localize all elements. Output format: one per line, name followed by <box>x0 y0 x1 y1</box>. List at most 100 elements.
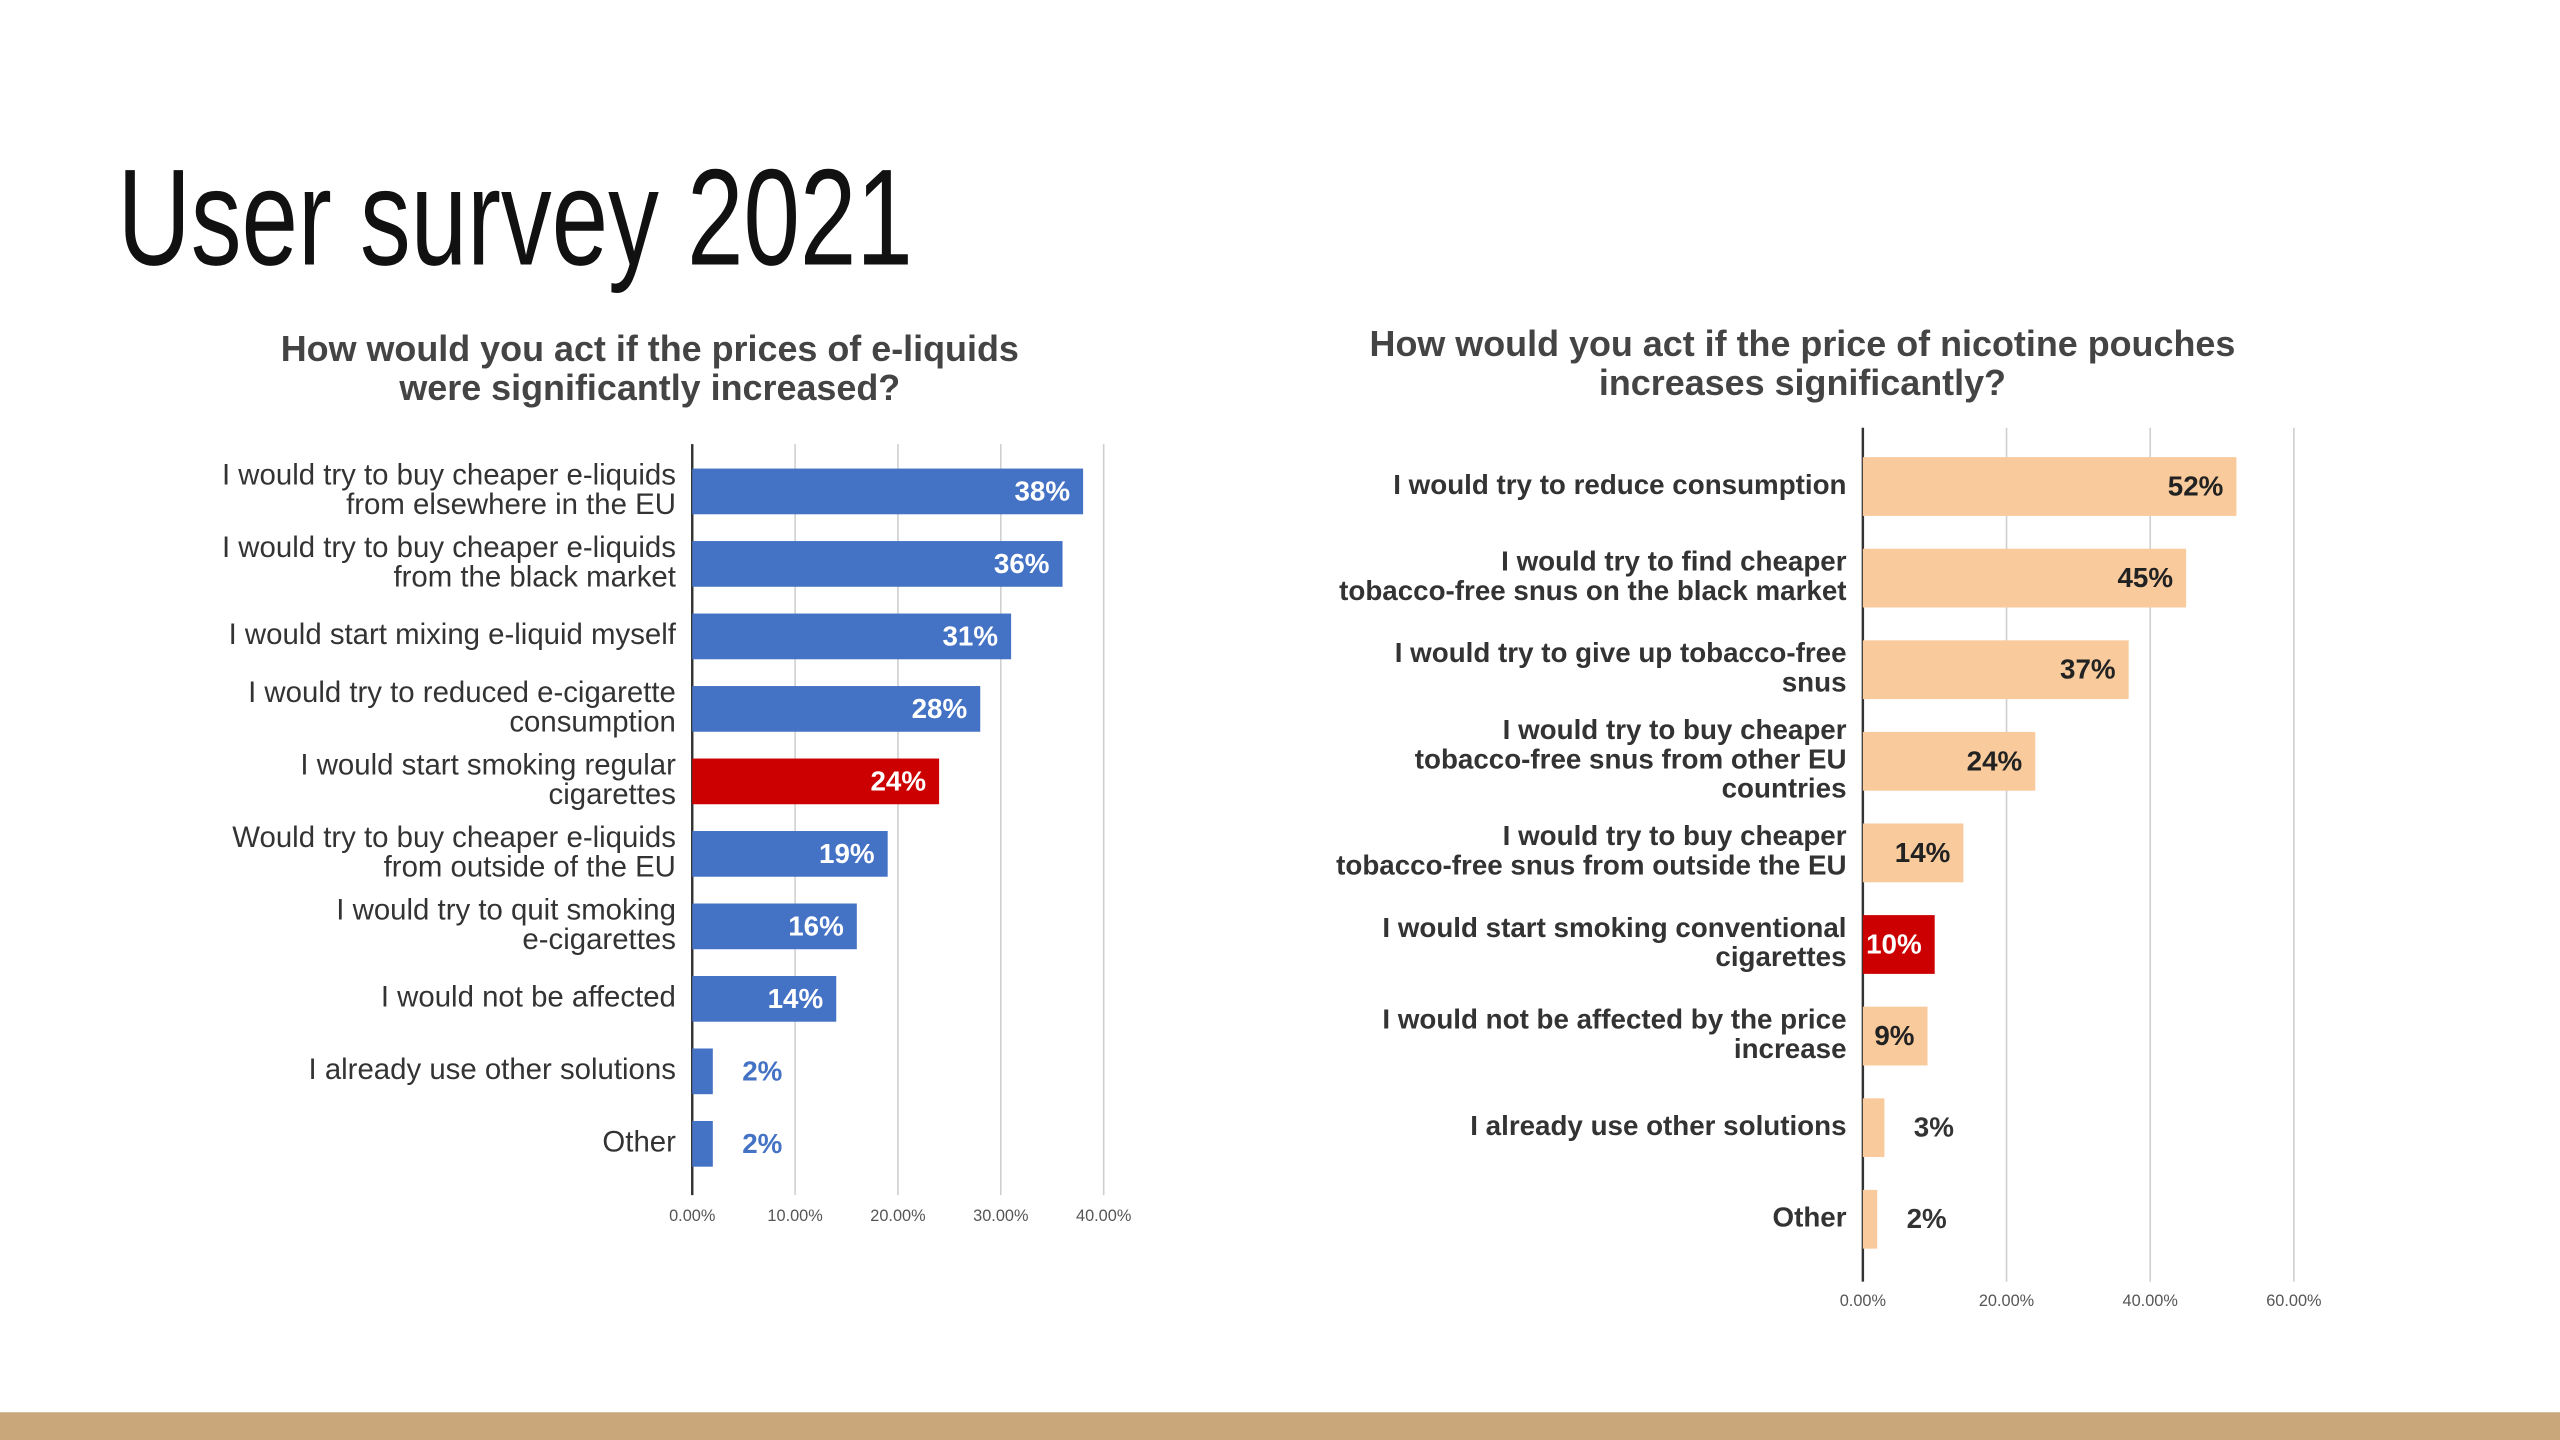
category-label: I would start mixing e-liquid myself <box>229 618 677 651</box>
category-label: I would try to give up tobacco-free snus <box>1395 637 1847 697</box>
chart-title: How would you act if the prices of e-liq… <box>281 328 1019 408</box>
value-label: 2% <box>742 1055 782 1086</box>
text-line: I would start smoking conventional <box>1382 912 1846 943</box>
category-label: I would try to buy cheaper e-liquids from… <box>222 531 676 593</box>
category-label: I would not be affected <box>381 981 676 1014</box>
text-line: from elsewhere in the EU <box>346 488 676 521</box>
value-label: 14% <box>1895 837 1951 868</box>
bar <box>1862 1006 1928 1066</box>
chart-title: How would you act if the price of nicoti… <box>1370 323 2236 403</box>
value-label: 2% <box>1907 1203 1947 1234</box>
text-line: I would not be affected by the price <box>1382 1004 1846 1035</box>
bar <box>1862 1189 1878 1249</box>
bar <box>692 976 837 1022</box>
bar <box>692 758 940 805</box>
text-line: were significantly increased? <box>398 367 900 408</box>
text-line: snus <box>1782 667 1847 698</box>
text-line: I would try to quit smoking <box>336 893 676 926</box>
bar <box>1862 731 2036 791</box>
bar <box>692 686 981 732</box>
category-label: I would try to reduced e-cigarette consum… <box>248 676 676 738</box>
category-label: I already use other solutions <box>1470 1110 1846 1141</box>
x-tick-label: 40.00% <box>1076 1207 1131 1225</box>
value-label: 19% <box>819 838 875 869</box>
text-line: consumption <box>509 705 676 738</box>
text-line: tobacco-free snus on the black market <box>1339 575 1846 606</box>
text-line: cigarettes <box>549 778 676 811</box>
text-line: I would try to buy cheaper e-liquids <box>222 459 676 492</box>
category-label: I would try to buy cheaper tobacco-free s… <box>1336 821 1847 881</box>
text-line: I would start smoking regular <box>300 748 676 781</box>
text-line: tobacco-free snus from outside the EU <box>1336 850 1846 881</box>
category-label: Other <box>602 1126 676 1159</box>
bar <box>692 541 1063 587</box>
value-label: 3% <box>1914 1112 1954 1143</box>
value-label: 16% <box>788 910 844 941</box>
x-tick-label: 40.00% <box>2123 1292 2178 1310</box>
text-line: I would try to give up tobacco-free <box>1395 637 1847 668</box>
category-label: I would start smoking conventional cigare… <box>1382 912 1846 972</box>
x-tick-label: 30.00% <box>973 1207 1028 1225</box>
bar <box>1862 640 2129 700</box>
text-line: increase <box>1734 1033 1847 1064</box>
text-line: from outside of the EU <box>384 850 676 883</box>
category-label: Other <box>1773 1202 1847 1233</box>
text-line: Would try to buy cheaper e-liquids <box>232 821 676 854</box>
value-label: 9% <box>1874 1020 1914 1051</box>
slide-title: User survey 2021 <box>118 141 913 294</box>
text-line: I would try to find cheaper <box>1501 546 1847 577</box>
text-line: countries <box>1722 773 1847 804</box>
bar <box>692 831 888 877</box>
category-label: I would try to find cheaper tobacco-free … <box>1339 546 1847 606</box>
bar <box>1862 915 1935 974</box>
value-label: 24% <box>870 765 926 796</box>
text-line: from the black market <box>393 560 675 593</box>
bar <box>1862 548 2187 608</box>
category-label: I already use other solutions <box>309 1053 676 1086</box>
bar <box>1862 823 1964 883</box>
text-line: increases significantly? <box>1599 362 2006 403</box>
footer-band <box>0 1412 2560 1440</box>
text-line: I would try to reduced e-cigarette <box>248 676 676 709</box>
value-label: 24% <box>1967 745 2023 776</box>
bar <box>692 903 857 950</box>
value-label: 52% <box>2168 470 2224 501</box>
value-label: 31% <box>942 620 998 651</box>
x-tick-label: 20.00% <box>1979 1292 2034 1310</box>
text-line: I would try to buy cheaper <box>1503 821 1847 852</box>
bar <box>692 613 1012 660</box>
category-label: I would try to buy cheaper e-liquids from… <box>222 459 676 521</box>
text-line: I would try to buy cheaper <box>1503 714 1847 745</box>
text-line: How would you act if the price of nicoti… <box>1370 323 2236 364</box>
text-line: I would try to buy cheaper e-liquids <box>222 531 676 564</box>
bar <box>692 1120 713 1167</box>
category-label: I would start smoking regular cigarettes <box>300 748 676 810</box>
text-line: e-cigarettes <box>522 923 675 956</box>
value-label: 37% <box>2060 654 2116 685</box>
text-line: How would you act if the prices of e-liq… <box>281 328 1019 369</box>
value-label: 2% <box>742 1128 782 1159</box>
bar <box>692 468 1084 515</box>
category-label: I would try to quit smoking e-cigarettes <box>336 893 676 955</box>
text-line: cigarettes <box>1715 942 1846 973</box>
text-line: tobacco-free snus from other EU <box>1415 744 1847 775</box>
category-label: I would try to buy cheaper tobacco-free s… <box>1415 714 1847 804</box>
bar <box>1862 1098 1885 1158</box>
value-label: 10% <box>1866 928 1922 959</box>
category-label: I would try to reduce consumption <box>1393 469 1846 500</box>
value-label: 38% <box>1014 475 1070 506</box>
x-tick-label: 20.00% <box>870 1207 925 1225</box>
bar <box>1862 457 2237 516</box>
category-label: Would try to buy cheaper e-liquids from o… <box>232 821 676 883</box>
x-tick-label: 0.00% <box>669 1207 715 1225</box>
bar <box>692 1048 713 1095</box>
value-label: 45% <box>2118 562 2174 593</box>
value-label: 36% <box>994 548 1050 579</box>
value-label: 14% <box>768 983 824 1014</box>
category-label: I would not be affected by the price incr… <box>1382 1004 1846 1064</box>
value-label: 28% <box>912 693 968 724</box>
x-tick-label: 60.00% <box>2266 1292 2321 1310</box>
